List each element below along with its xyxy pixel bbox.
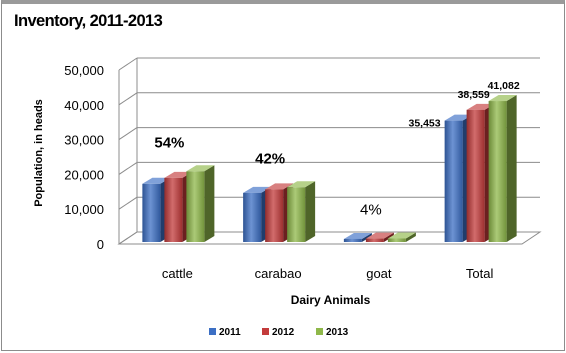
bar xyxy=(365,238,384,242)
bar xyxy=(444,120,463,242)
bar-chart: 0 10,000 20,000 30,000 40,000 50,000 cattle 54%… xyxy=(33,57,542,338)
bar-side xyxy=(506,95,517,242)
bar-top xyxy=(243,186,272,193)
legend-swatch xyxy=(316,328,323,335)
bar-top xyxy=(287,181,316,188)
legend-label: 2012 xyxy=(272,327,295,338)
x-tick-label: cattle xyxy=(162,266,193,281)
gridline-side xyxy=(118,161,138,175)
bar-top xyxy=(142,177,171,184)
gridline-side xyxy=(118,196,138,210)
bar xyxy=(164,177,183,242)
bar-top xyxy=(387,232,416,239)
y-tick-label: 30,000 xyxy=(64,133,104,148)
bar-side xyxy=(405,232,416,242)
bar-top xyxy=(488,95,517,102)
bar-side xyxy=(204,165,215,242)
gridline-side xyxy=(118,57,138,71)
y-tick-label: 50,000 xyxy=(64,63,104,78)
chart-floor xyxy=(117,231,542,245)
x-tick-label: goat xyxy=(366,266,392,281)
bar xyxy=(343,238,362,242)
bar xyxy=(142,183,161,242)
bar-top xyxy=(365,232,394,239)
data-label: 41,082 xyxy=(488,80,520,92)
legend-swatch xyxy=(209,328,216,335)
y-axis-title: Population, in heads xyxy=(33,99,45,207)
legend-label: 2013 xyxy=(326,327,349,338)
bar xyxy=(186,171,205,242)
y-tick-label: 20,000 xyxy=(64,167,104,182)
bar xyxy=(243,192,262,242)
y-tick-label: 40,000 xyxy=(64,98,104,113)
bar xyxy=(265,189,284,242)
bar-side xyxy=(361,232,372,242)
y-tick-label: 0 xyxy=(97,237,104,252)
gridline-side xyxy=(118,92,138,106)
x-axis-title: Dairy Animals xyxy=(291,293,371,307)
legend-swatch xyxy=(262,328,269,335)
bar-top xyxy=(164,171,193,178)
data-label: 38,559 xyxy=(458,89,490,101)
bar xyxy=(466,109,485,242)
percent-annotation: 42% xyxy=(255,150,285,167)
gridline-side xyxy=(118,127,138,141)
bar-top xyxy=(186,165,215,172)
data-label: 35,453 xyxy=(409,118,441,130)
x-tick-label: Total xyxy=(466,266,494,281)
y-tick-label: 10,000 xyxy=(64,202,104,217)
percent-annotation: 4% xyxy=(360,201,382,218)
bar xyxy=(287,187,306,242)
x-tick-label: carabao xyxy=(255,266,302,281)
chart-title: Inventory, 2011-2013 xyxy=(14,12,163,30)
bar xyxy=(387,238,406,242)
bar-side xyxy=(383,232,394,242)
bar-top xyxy=(265,183,294,190)
bar-top xyxy=(444,114,473,121)
bar-top xyxy=(343,232,372,239)
bar-side xyxy=(305,181,316,242)
bar-top xyxy=(466,103,495,110)
percent-annotation: 54% xyxy=(154,134,184,151)
legend-label: 2011 xyxy=(219,327,241,338)
bar xyxy=(488,101,507,242)
